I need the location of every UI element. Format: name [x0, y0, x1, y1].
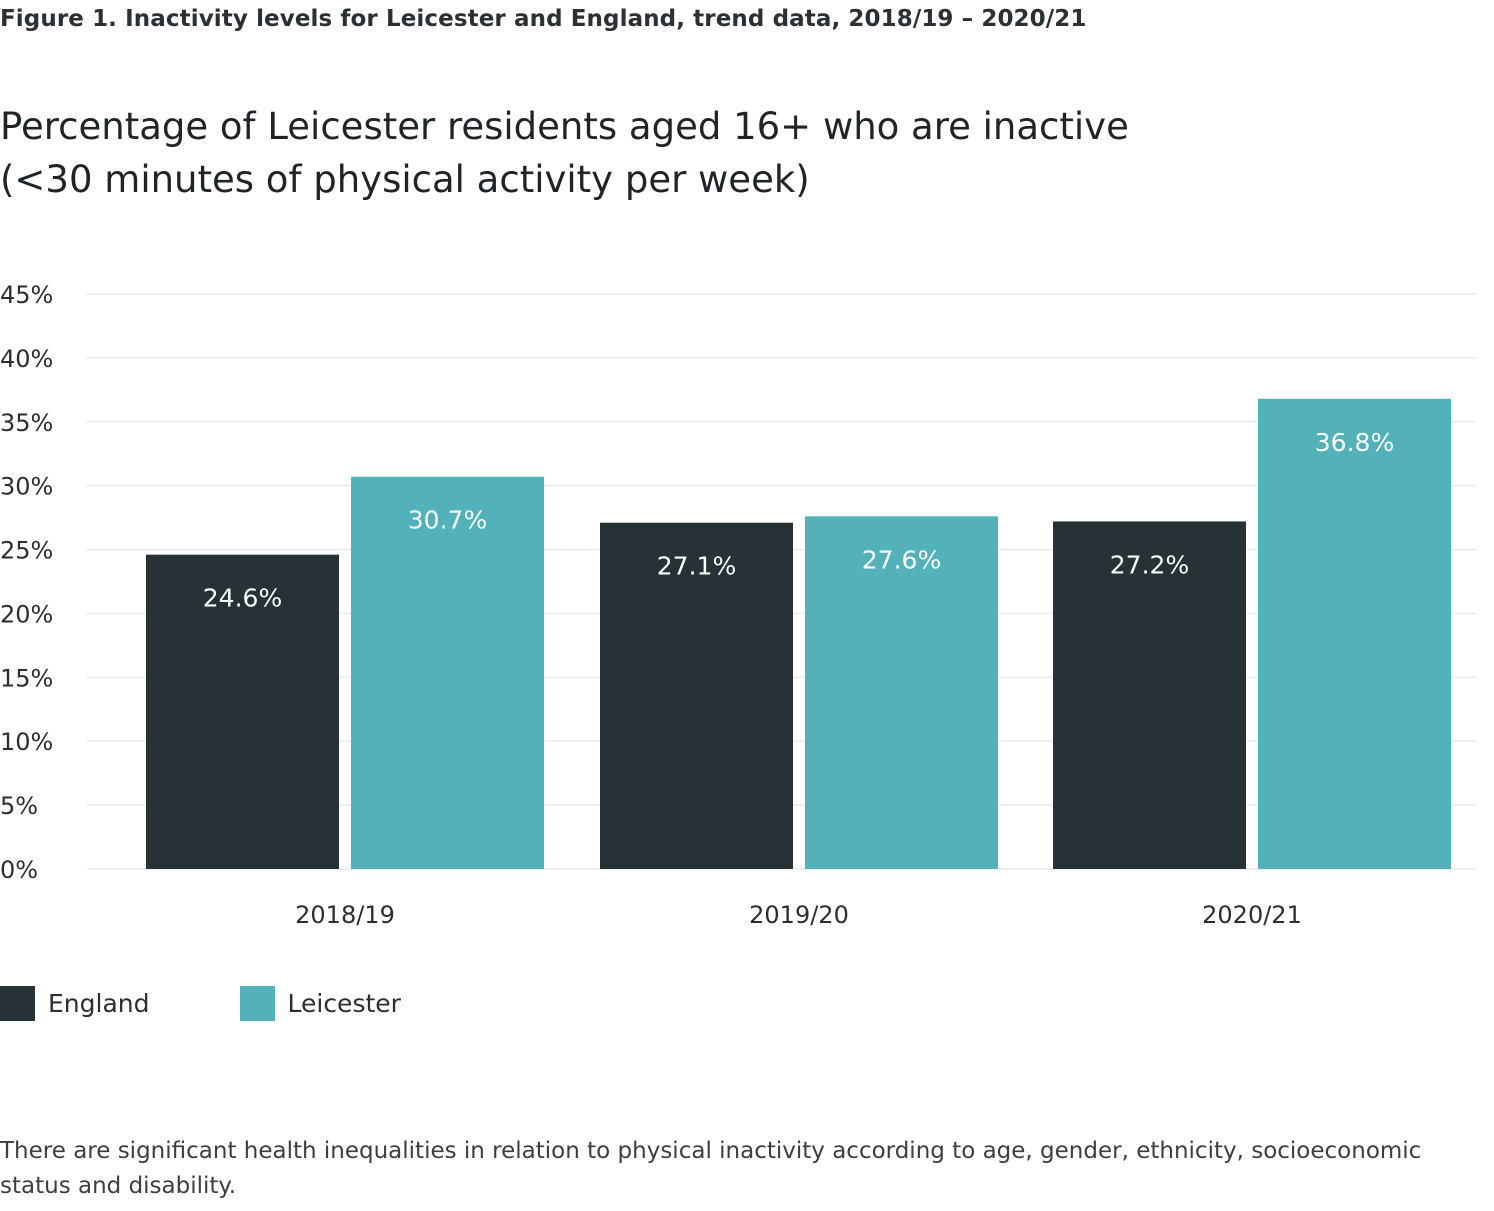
x-tick-label: 2019/20: [749, 901, 849, 929]
chart-title-line-1: Percentage of Leicester residents aged 1…: [0, 105, 1129, 148]
y-tick-label: 10%: [0, 728, 53, 756]
x-tick-label: 2020/21: [1202, 901, 1302, 929]
legend-label-england: England: [48, 989, 150, 1018]
y-tick-label: 15%: [0, 664, 53, 692]
y-tick-label: 5%: [0, 792, 38, 820]
chart-legend: England Leicester: [0, 986, 491, 1021]
x-tick-label: 2018/19: [295, 901, 395, 929]
y-tick-label: 40%: [0, 345, 53, 373]
bar-leicester-2019-20: [805, 516, 998, 869]
bar-england-2019-20: [600, 522, 793, 869]
legend-item-england: England: [0, 986, 150, 1021]
bar-value-label: 27.6%: [862, 545, 941, 574]
y-axis-tick-labels: 0% 5% 10% 15% 20% 25% 30% 35% 40% 45%: [0, 281, 53, 884]
bar-value-labels: 24.6% 27.1% 27.2% 30.7% 27.6% 36.8%: [203, 428, 1394, 613]
legend-swatch-leicester: [239, 986, 275, 1021]
bar-leicester-2018-19: [351, 476, 544, 869]
x-axis-tick-labels: 2018/19 2019/20 2020/21: [295, 901, 1302, 929]
y-tick-label: 20%: [0, 600, 53, 628]
legend-label-leicester: Leicester: [287, 989, 401, 1018]
bar-value-label: 27.1%: [657, 552, 736, 581]
footnote-text: There are significant health inequalitie…: [0, 1138, 1422, 1199]
bar-value-label: 27.2%: [1110, 550, 1189, 579]
bar-leicester-2020-21: [1258, 398, 1451, 869]
y-tick-label: 35%: [0, 409, 53, 437]
y-tick-label: 25%: [0, 537, 53, 565]
y-tick-label: 0%: [0, 856, 38, 884]
chart-title: Percentage of Leicester residents aged 1…: [0, 100, 1129, 206]
figure-caption: Figure 1. Inactivity levels for Leiceste…: [0, 6, 1087, 32]
bar-england-2020-21: [1053, 521, 1246, 869]
bar-chart: 0%5%10%15%20%25%30%35%40%45% 24.6%27.1% 2…: [0, 281, 1476, 929]
bar-value-label: 30.7%: [408, 506, 487, 535]
legend-swatch-england: [0, 986, 35, 1021]
bars: [146, 398, 1451, 869]
bar-value-label: 24.6%: [203, 584, 282, 613]
y-tick-label: 30%: [0, 473, 53, 501]
bar-value-label: 36.8%: [1315, 428, 1394, 457]
y-tick-label: 45%: [0, 281, 53, 309]
chart-title-line-2: (<30 minutes of physical activity per we…: [0, 158, 810, 201]
bar-england-2018-19: [146, 554, 339, 869]
legend-item-leicester: Leicester: [239, 986, 401, 1021]
